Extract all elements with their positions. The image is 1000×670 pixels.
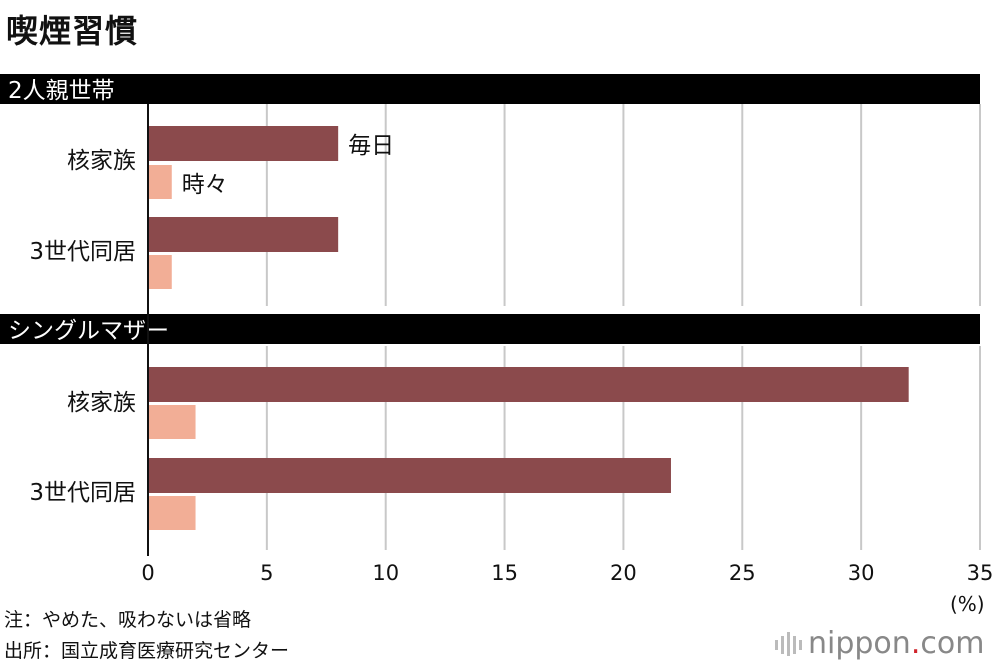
bar-sometimes <box>148 165 172 199</box>
series-label: 毎日 <box>348 133 394 159</box>
group-header-band <box>0 74 980 104</box>
x-tick-label: 0 <box>141 561 154 585</box>
category-label: 3世代同居 <box>29 239 136 265</box>
category-label: 3世代同居 <box>29 480 136 506</box>
bar-daily <box>148 367 909 402</box>
note-text: 注：やめた、吸わないは省略 <box>4 609 252 631</box>
bar-daily <box>148 126 339 161</box>
logo-suffix: com <box>920 626 985 661</box>
bar-daily <box>148 458 671 493</box>
x-tick-label: 10 <box>372 561 399 585</box>
logo-dot: . <box>910 626 921 661</box>
chart-title: 喫煙習慣 <box>6 12 139 50</box>
bar-sometimes <box>148 255 172 289</box>
series-label: 時々 <box>182 172 228 198</box>
x-tick-label: 35 <box>967 561 994 585</box>
logo: nippon.com <box>808 626 984 661</box>
bar-daily <box>148 217 339 252</box>
x-tick-label: 20 <box>610 561 637 585</box>
group-header-label: 2人親世帯 <box>8 78 115 104</box>
logo-text: nippon <box>808 626 911 661</box>
bar-sometimes <box>148 405 196 439</box>
group-header-band <box>0 314 980 344</box>
axis-unit: (%) <box>950 592 985 616</box>
x-tick-label: 30 <box>848 561 875 585</box>
category-label: 核家族 <box>67 390 136 416</box>
logo-mark-icon <box>775 632 802 656</box>
source-text: 出所：国立成育医療研究センター <box>4 640 290 662</box>
x-tick-label: 15 <box>491 561 518 585</box>
category-label: 核家族 <box>67 148 136 174</box>
group-header-label: シングルマザー <box>8 318 169 344</box>
x-tick-label: 25 <box>729 561 756 585</box>
bar-sometimes <box>148 496 196 530</box>
x-tick-label: 5 <box>260 561 273 585</box>
